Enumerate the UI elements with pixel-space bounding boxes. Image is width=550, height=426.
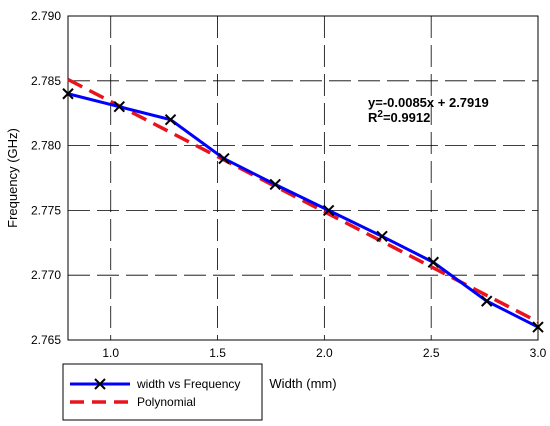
x-tick-label: 1.0 <box>102 346 119 360</box>
y-tick-label: 2.765 <box>31 333 61 347</box>
series-line-width-vs-frequency <box>67 92 539 329</box>
y-tick-label: 2.775 <box>31 203 61 217</box>
x-axis: 1.0 1.5 2.0 2.5 3.0 <box>102 346 546 360</box>
data-point-marker <box>532 321 544 333</box>
y-axis: 2.765 2.770 2.775 2.780 2.785 2.790 <box>31 9 61 347</box>
r-squared-annotation: R2=0.9912 <box>368 109 430 125</box>
x-tick-label: 1.5 <box>209 346 226 360</box>
data-point-marker <box>164 113 177 126</box>
data-point-marker <box>322 204 335 217</box>
legend-label-polynomial: Polynomial <box>137 395 196 409</box>
y-tick-label: 2.785 <box>31 74 61 88</box>
y-tick-label: 2.790 <box>31 9 61 23</box>
equation-annotation: y=-0.0085x + 2.7919 <box>368 95 489 110</box>
legend: width vs Frequency Polynomial <box>62 363 263 421</box>
x-axis-title: Width (mm) <box>269 376 336 391</box>
x-tick-label: 3.0 <box>530 346 547 360</box>
plot-area <box>67 15 539 341</box>
data-point-marker <box>376 230 388 243</box>
r-squared-prefix: R <box>368 110 378 125</box>
data-point-marker <box>62 88 74 100</box>
series-layer <box>62 77 544 333</box>
legend-marker-x-icon <box>94 378 106 390</box>
r-squared-value: =0.9912 <box>383 110 430 125</box>
data-point-marker <box>113 101 125 113</box>
data-point-marker <box>269 178 281 191</box>
y-tick-label: 2.780 <box>31 139 61 153</box>
grid <box>68 16 538 340</box>
data-point-marker <box>481 295 493 307</box>
data-point-marker <box>427 256 440 268</box>
y-axis-title: Frequency (GHz) <box>5 128 20 228</box>
legend-label-width-vs-frequency: width vs Frequency <box>136 377 240 391</box>
r-squared-superscript: 2 <box>377 109 383 120</box>
legend-box <box>62 363 263 421</box>
y-tick-label: 2.770 <box>31 268 61 282</box>
x-tick-label: 2.5 <box>423 346 440 360</box>
x-tick-label: 2.0 <box>316 346 333 360</box>
data-point-marker <box>218 152 230 165</box>
